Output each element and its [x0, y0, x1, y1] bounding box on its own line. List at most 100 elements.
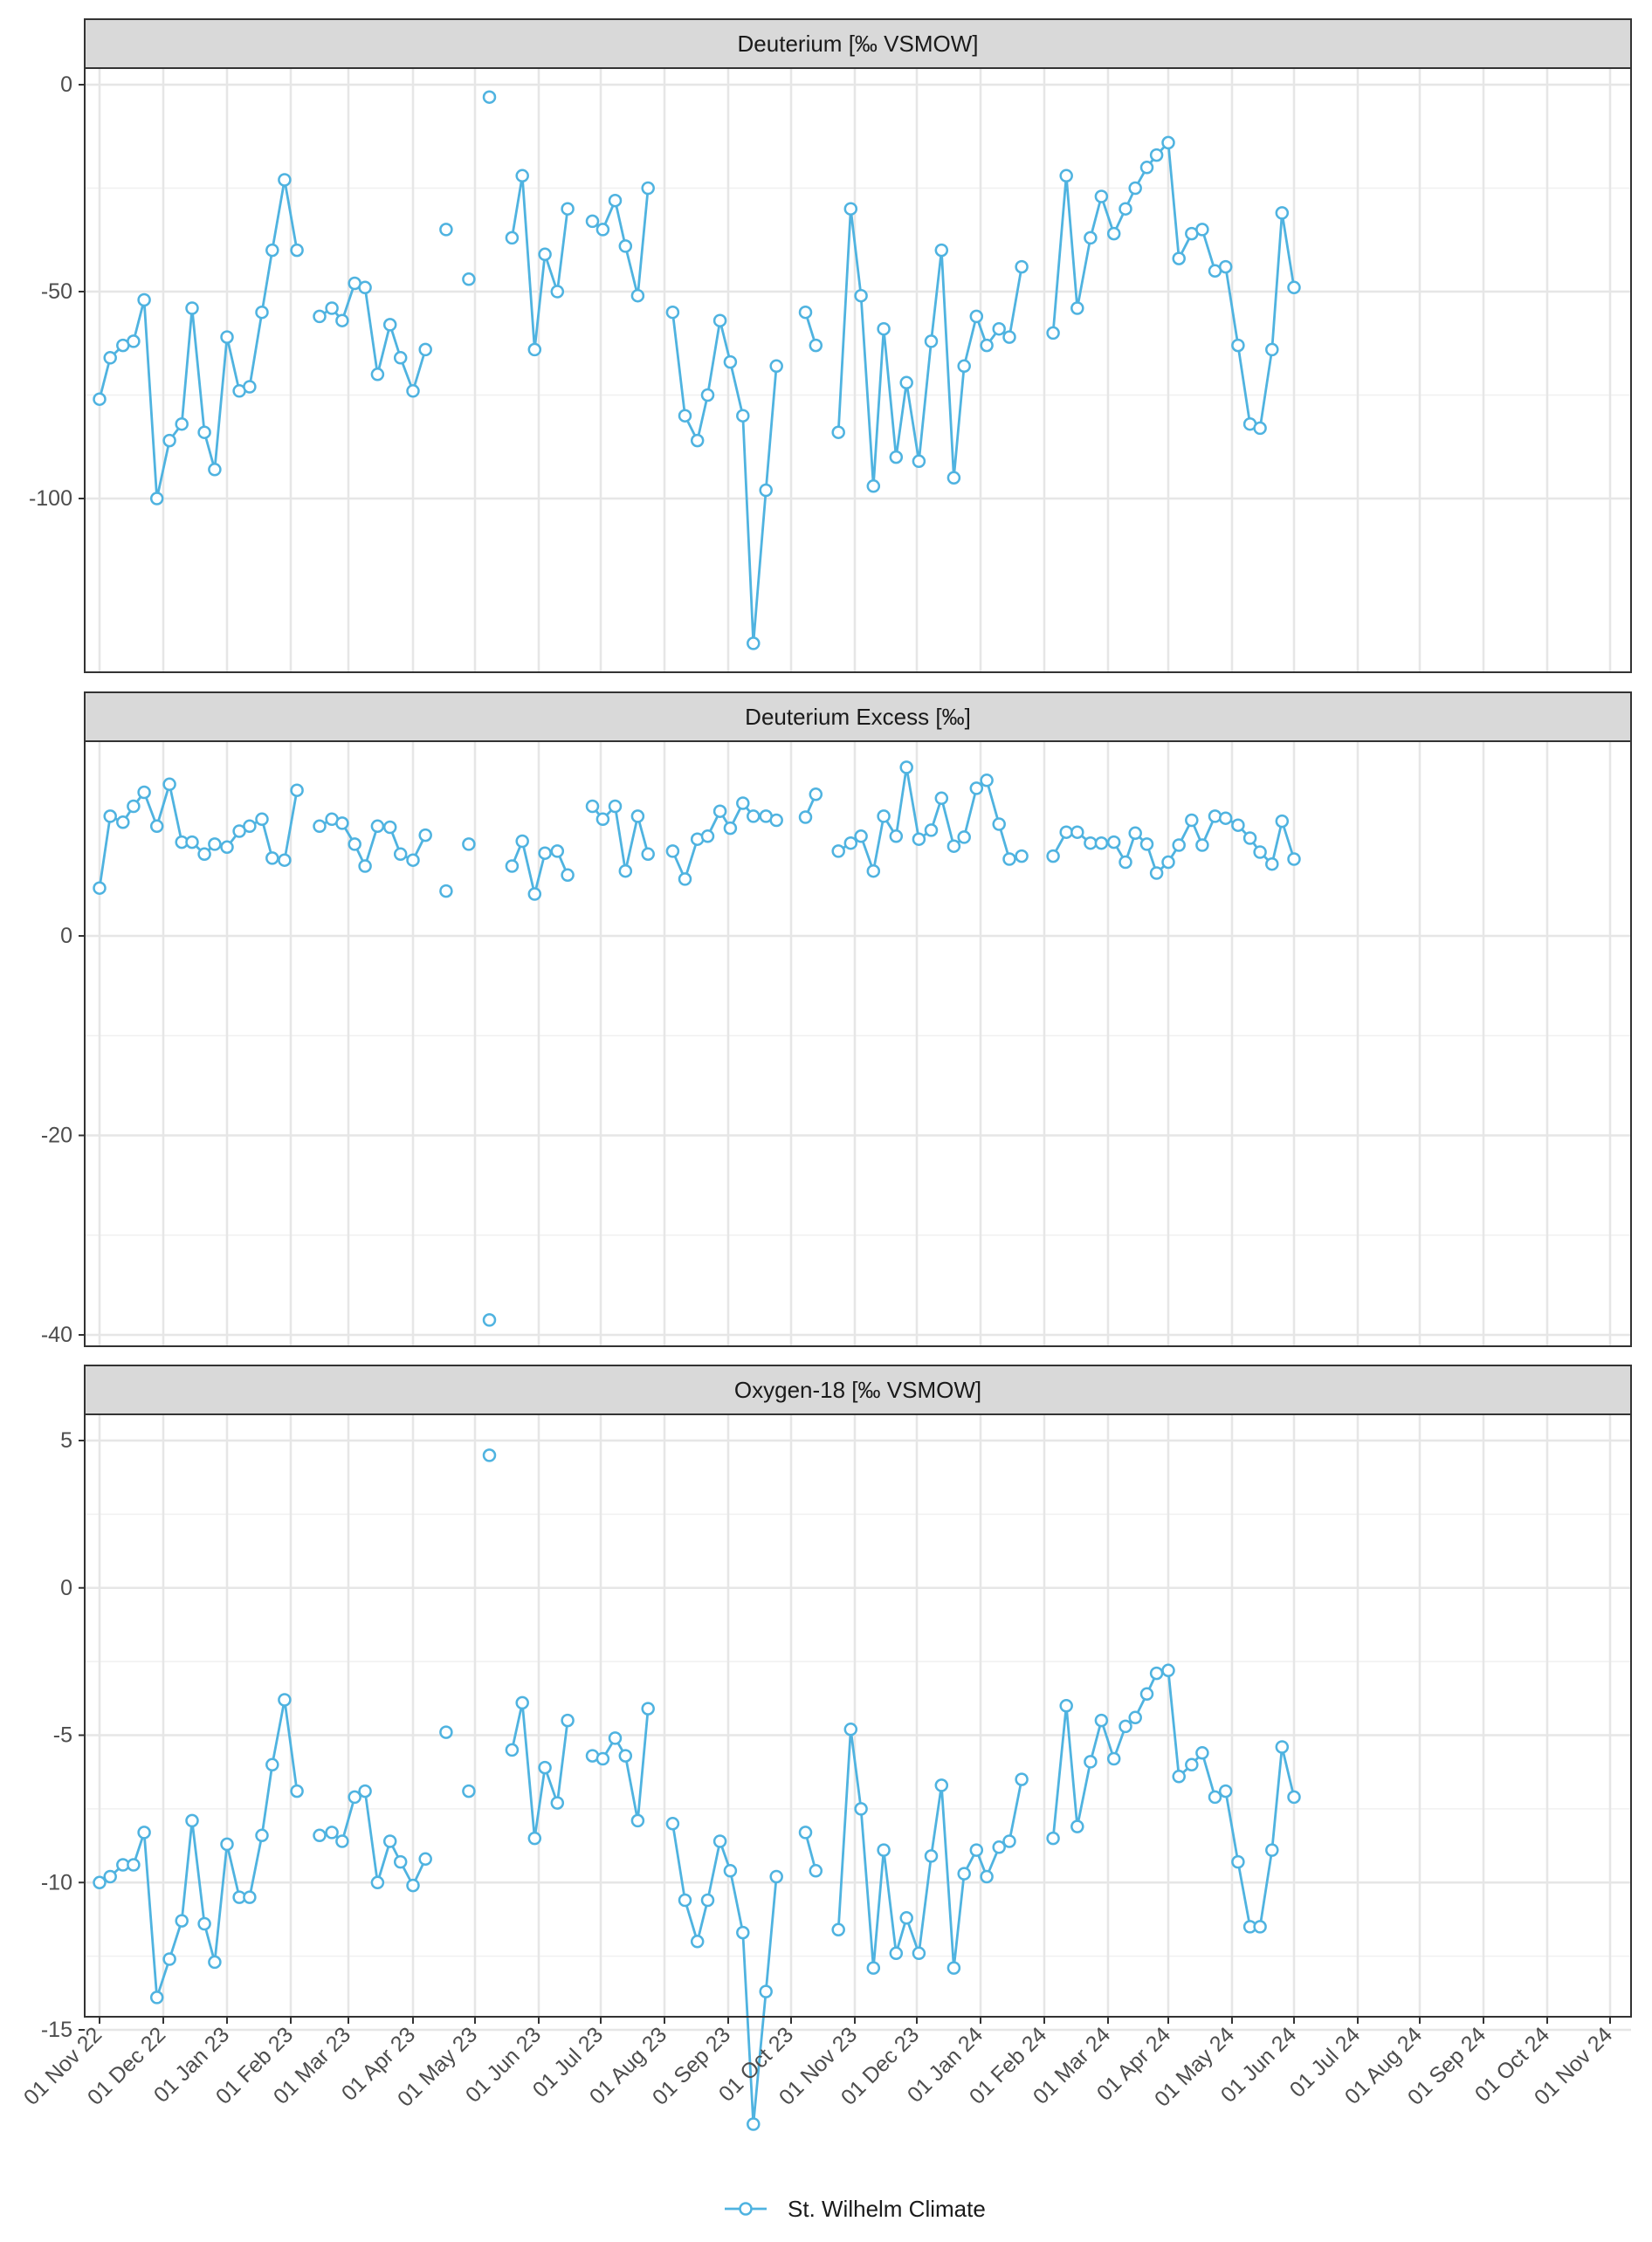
y-tick-label: 0	[60, 72, 72, 97]
y-tick-label: 0	[60, 924, 72, 948]
data-point	[980, 774, 994, 787]
data-point	[665, 1817, 680, 1831]
data-point	[1128, 1710, 1142, 1725]
data-point	[899, 760, 913, 774]
data-point	[630, 288, 645, 303]
data-point	[980, 1869, 994, 1884]
data-point	[313, 1828, 327, 1843]
data-point	[162, 433, 176, 448]
data-point	[370, 368, 385, 382]
data-point	[1084, 836, 1098, 850]
data-point	[382, 1834, 397, 1848]
data-point	[482, 1448, 497, 1462]
data-point	[348, 1790, 361, 1805]
data-point	[1046, 1831, 1060, 1846]
data-point	[1015, 849, 1029, 863]
data-point	[1094, 189, 1109, 203]
data-point	[1002, 852, 1016, 866]
data-point	[843, 836, 858, 850]
data-point	[406, 853, 420, 867]
data-point	[439, 1725, 453, 1739]
data-point	[325, 301, 339, 315]
data-point	[137, 1826, 151, 1840]
data-point	[1059, 168, 1073, 183]
data-point	[527, 342, 542, 357]
data-point	[831, 1922, 845, 1937]
data-point	[208, 837, 222, 851]
data-point	[1195, 223, 1209, 237]
data-point	[595, 1751, 610, 1766]
data-point	[1070, 301, 1084, 315]
data-point	[723, 821, 738, 836]
data-point	[103, 1869, 117, 1884]
data-point	[278, 173, 292, 187]
data-point	[618, 239, 633, 253]
data-point	[1265, 1843, 1279, 1857]
data-point	[1059, 825, 1073, 839]
series-line	[671, 312, 778, 644]
data-point	[208, 1955, 222, 1970]
data-point	[313, 309, 327, 324]
data-point	[1084, 1755, 1098, 1769]
data-point	[515, 1695, 529, 1710]
data-point	[1231, 818, 1245, 832]
y-tick-label: 5	[60, 1428, 72, 1453]
y-tick-label: -20	[41, 1124, 72, 1148]
y-tick-label: 0	[60, 1576, 72, 1600]
data-point	[220, 840, 234, 855]
data-point	[550, 1796, 565, 1810]
panel-border	[84, 740, 1632, 1347]
data-point	[561, 868, 575, 883]
data-point	[957, 1867, 971, 1881]
data-point	[255, 812, 269, 827]
data-point	[358, 859, 372, 873]
data-point	[934, 1778, 949, 1792]
data-point	[1231, 1854, 1245, 1869]
data-point	[103, 351, 117, 365]
data-point	[197, 1916, 211, 1931]
data-point	[313, 819, 327, 834]
data-point	[641, 847, 655, 862]
data-point	[462, 1784, 476, 1798]
data-point	[290, 243, 304, 258]
data-point	[515, 834, 529, 849]
data-point	[243, 819, 257, 834]
data-point	[1119, 202, 1132, 216]
data-point	[934, 243, 949, 258]
data-point	[1185, 813, 1199, 828]
data-point	[980, 338, 994, 353]
data-point	[759, 1984, 773, 1998]
data-point	[736, 409, 750, 423]
data-point	[162, 1952, 176, 1966]
data-point	[265, 1757, 279, 1772]
data-point	[769, 1869, 783, 1884]
data-point	[265, 851, 279, 865]
data-point	[798, 810, 813, 824]
data-point	[1275, 1740, 1290, 1754]
data-point	[854, 1802, 868, 1816]
data-point	[723, 354, 738, 369]
data-point	[1119, 855, 1132, 870]
data-point	[290, 783, 304, 797]
data-point	[877, 809, 891, 823]
data-point	[712, 804, 727, 818]
y-tick-label: -40	[41, 1323, 72, 1347]
data-point	[1242, 831, 1257, 845]
data-point	[866, 479, 881, 493]
data-point	[505, 1743, 520, 1757]
data-point	[1208, 1790, 1222, 1805]
data-point	[439, 223, 453, 237]
data-point	[899, 375, 913, 390]
legend-label: St. Wilhelm Climate	[788, 2196, 986, 2222]
data-point	[505, 859, 520, 873]
data-point	[934, 791, 949, 806]
data-point	[1218, 1784, 1233, 1798]
data-point	[1185, 1757, 1199, 1772]
data-point	[992, 817, 1006, 831]
plot-area	[85, 1414, 1631, 2017]
data-point	[243, 1890, 257, 1904]
data-point	[608, 1731, 623, 1745]
data-point	[149, 492, 164, 505]
data-point	[358, 1784, 372, 1798]
data-point	[1046, 326, 1060, 340]
